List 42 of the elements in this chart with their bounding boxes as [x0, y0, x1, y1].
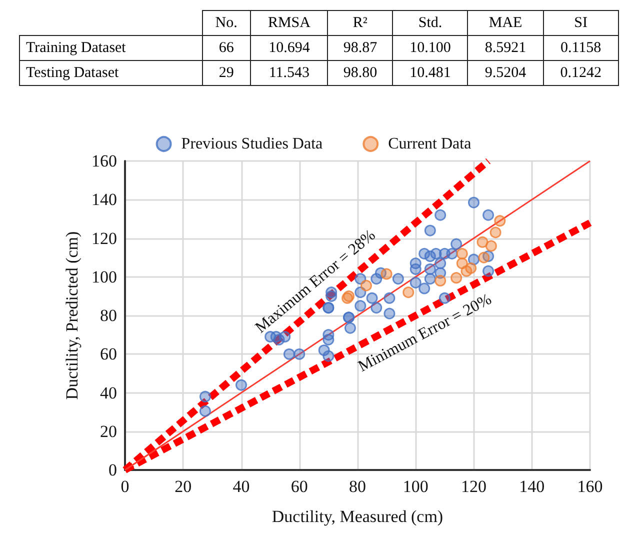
y-tick-label: 0 [108, 460, 117, 480]
text: 9.5204 [484, 65, 526, 81]
text: 11.543 [268, 65, 310, 81]
text: 0.1158 [560, 40, 602, 56]
y-tick-label: 120 [92, 228, 117, 248]
text: 10.100 [410, 40, 451, 56]
x-tick-label: 60 [290, 477, 308, 496]
y-axis-title: Ductility, Predicted (cm) [62, 231, 82, 400]
category-label: Std. [392, 10, 468, 36]
text: 98.87 [343, 40, 378, 56]
x-axis-title: Ductility, Measured (cm) [272, 507, 444, 526]
category-label: RMSA [250, 10, 328, 36]
y-tick-label: 20 [100, 422, 117, 441]
category-label: SI [543, 10, 618, 36]
x-tick-label: 160 [577, 477, 603, 496]
text: 10.694 [268, 40, 310, 56]
y-tick-label: 40 [100, 383, 117, 402]
x-tick-label: 80 [349, 477, 366, 496]
y-tick-label: 100 [92, 267, 117, 286]
y-tick-label: 140 [92, 190, 117, 210]
x-tick-label: 100 [402, 477, 428, 496]
category-label: Training Dataset [26, 40, 126, 56]
category-label: MAE [468, 10, 544, 36]
text: 29 [218, 65, 234, 81]
category-label: No. [202, 10, 251, 36]
y-tick-label: 80 [100, 306, 117, 325]
text: 0.1242 [560, 65, 602, 81]
text: 98.80 [343, 65, 378, 81]
x-tick-label: 140 [519, 477, 545, 496]
x-tick-label: 20 [174, 477, 192, 496]
text: 8.5921 [484, 40, 526, 56]
category-label: R² [328, 10, 393, 36]
legend-label: Previous Studies Data [181, 136, 323, 152]
y-tick-label: 60 [100, 344, 117, 364]
y-tick-label: 160 [92, 152, 117, 170]
x-tick-label: 0 [120, 477, 130, 496]
text: 66 [218, 40, 234, 56]
x-tick-label: 40 [232, 477, 250, 496]
x-tick-label: 120 [461, 477, 486, 496]
legend-label: Current Data [388, 136, 472, 152]
category-label: Testing Dataset [26, 65, 119, 81]
text: 10.481 [410, 65, 451, 81]
